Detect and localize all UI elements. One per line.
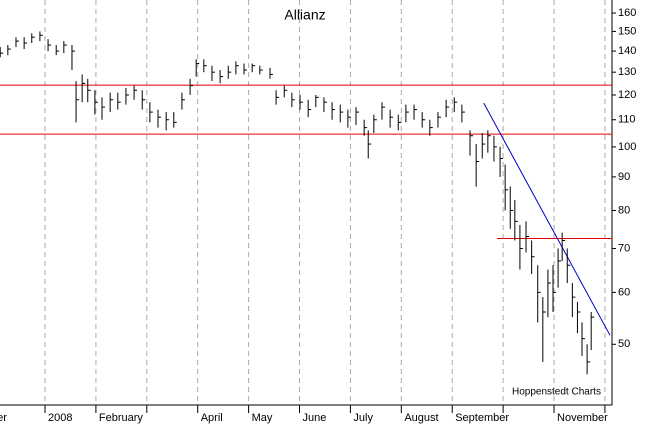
y-tick-label: 100	[618, 141, 636, 153]
x-tick-label: April	[201, 412, 223, 424]
y-tick-label: 90	[618, 171, 630, 183]
x-tick-label: July	[353, 412, 373, 424]
x-tick-label: September	[455, 412, 509, 424]
x-tick-label: 2008	[48, 412, 72, 424]
y-tick-label: 80	[618, 204, 630, 216]
chart-title: Allianz	[284, 7, 325, 23]
y-tick-label: 160	[618, 7, 636, 19]
y-tick-label: 70	[618, 242, 630, 254]
x-tick-label: June	[303, 412, 327, 424]
x-tick-label: er	[0, 412, 7, 424]
y-tick-label: 60	[618, 286, 630, 298]
y-tick-label: 140	[618, 45, 636, 57]
y-tick-label: 150	[618, 25, 636, 37]
x-tick-label: May	[252, 412, 273, 424]
y-tick-label: 130	[618, 66, 636, 78]
x-tick-label: February	[99, 412, 144, 424]
x-tick-label: November	[557, 412, 608, 424]
y-tick-label: 50	[618, 338, 630, 350]
reference-line	[483, 102, 611, 336]
x-tick-label: August	[404, 412, 438, 424]
y-tick-label: 120	[618, 89, 636, 101]
y-tick-label: 110	[618, 114, 636, 126]
annotation: Hoppenstedt Charts	[512, 387, 601, 398]
